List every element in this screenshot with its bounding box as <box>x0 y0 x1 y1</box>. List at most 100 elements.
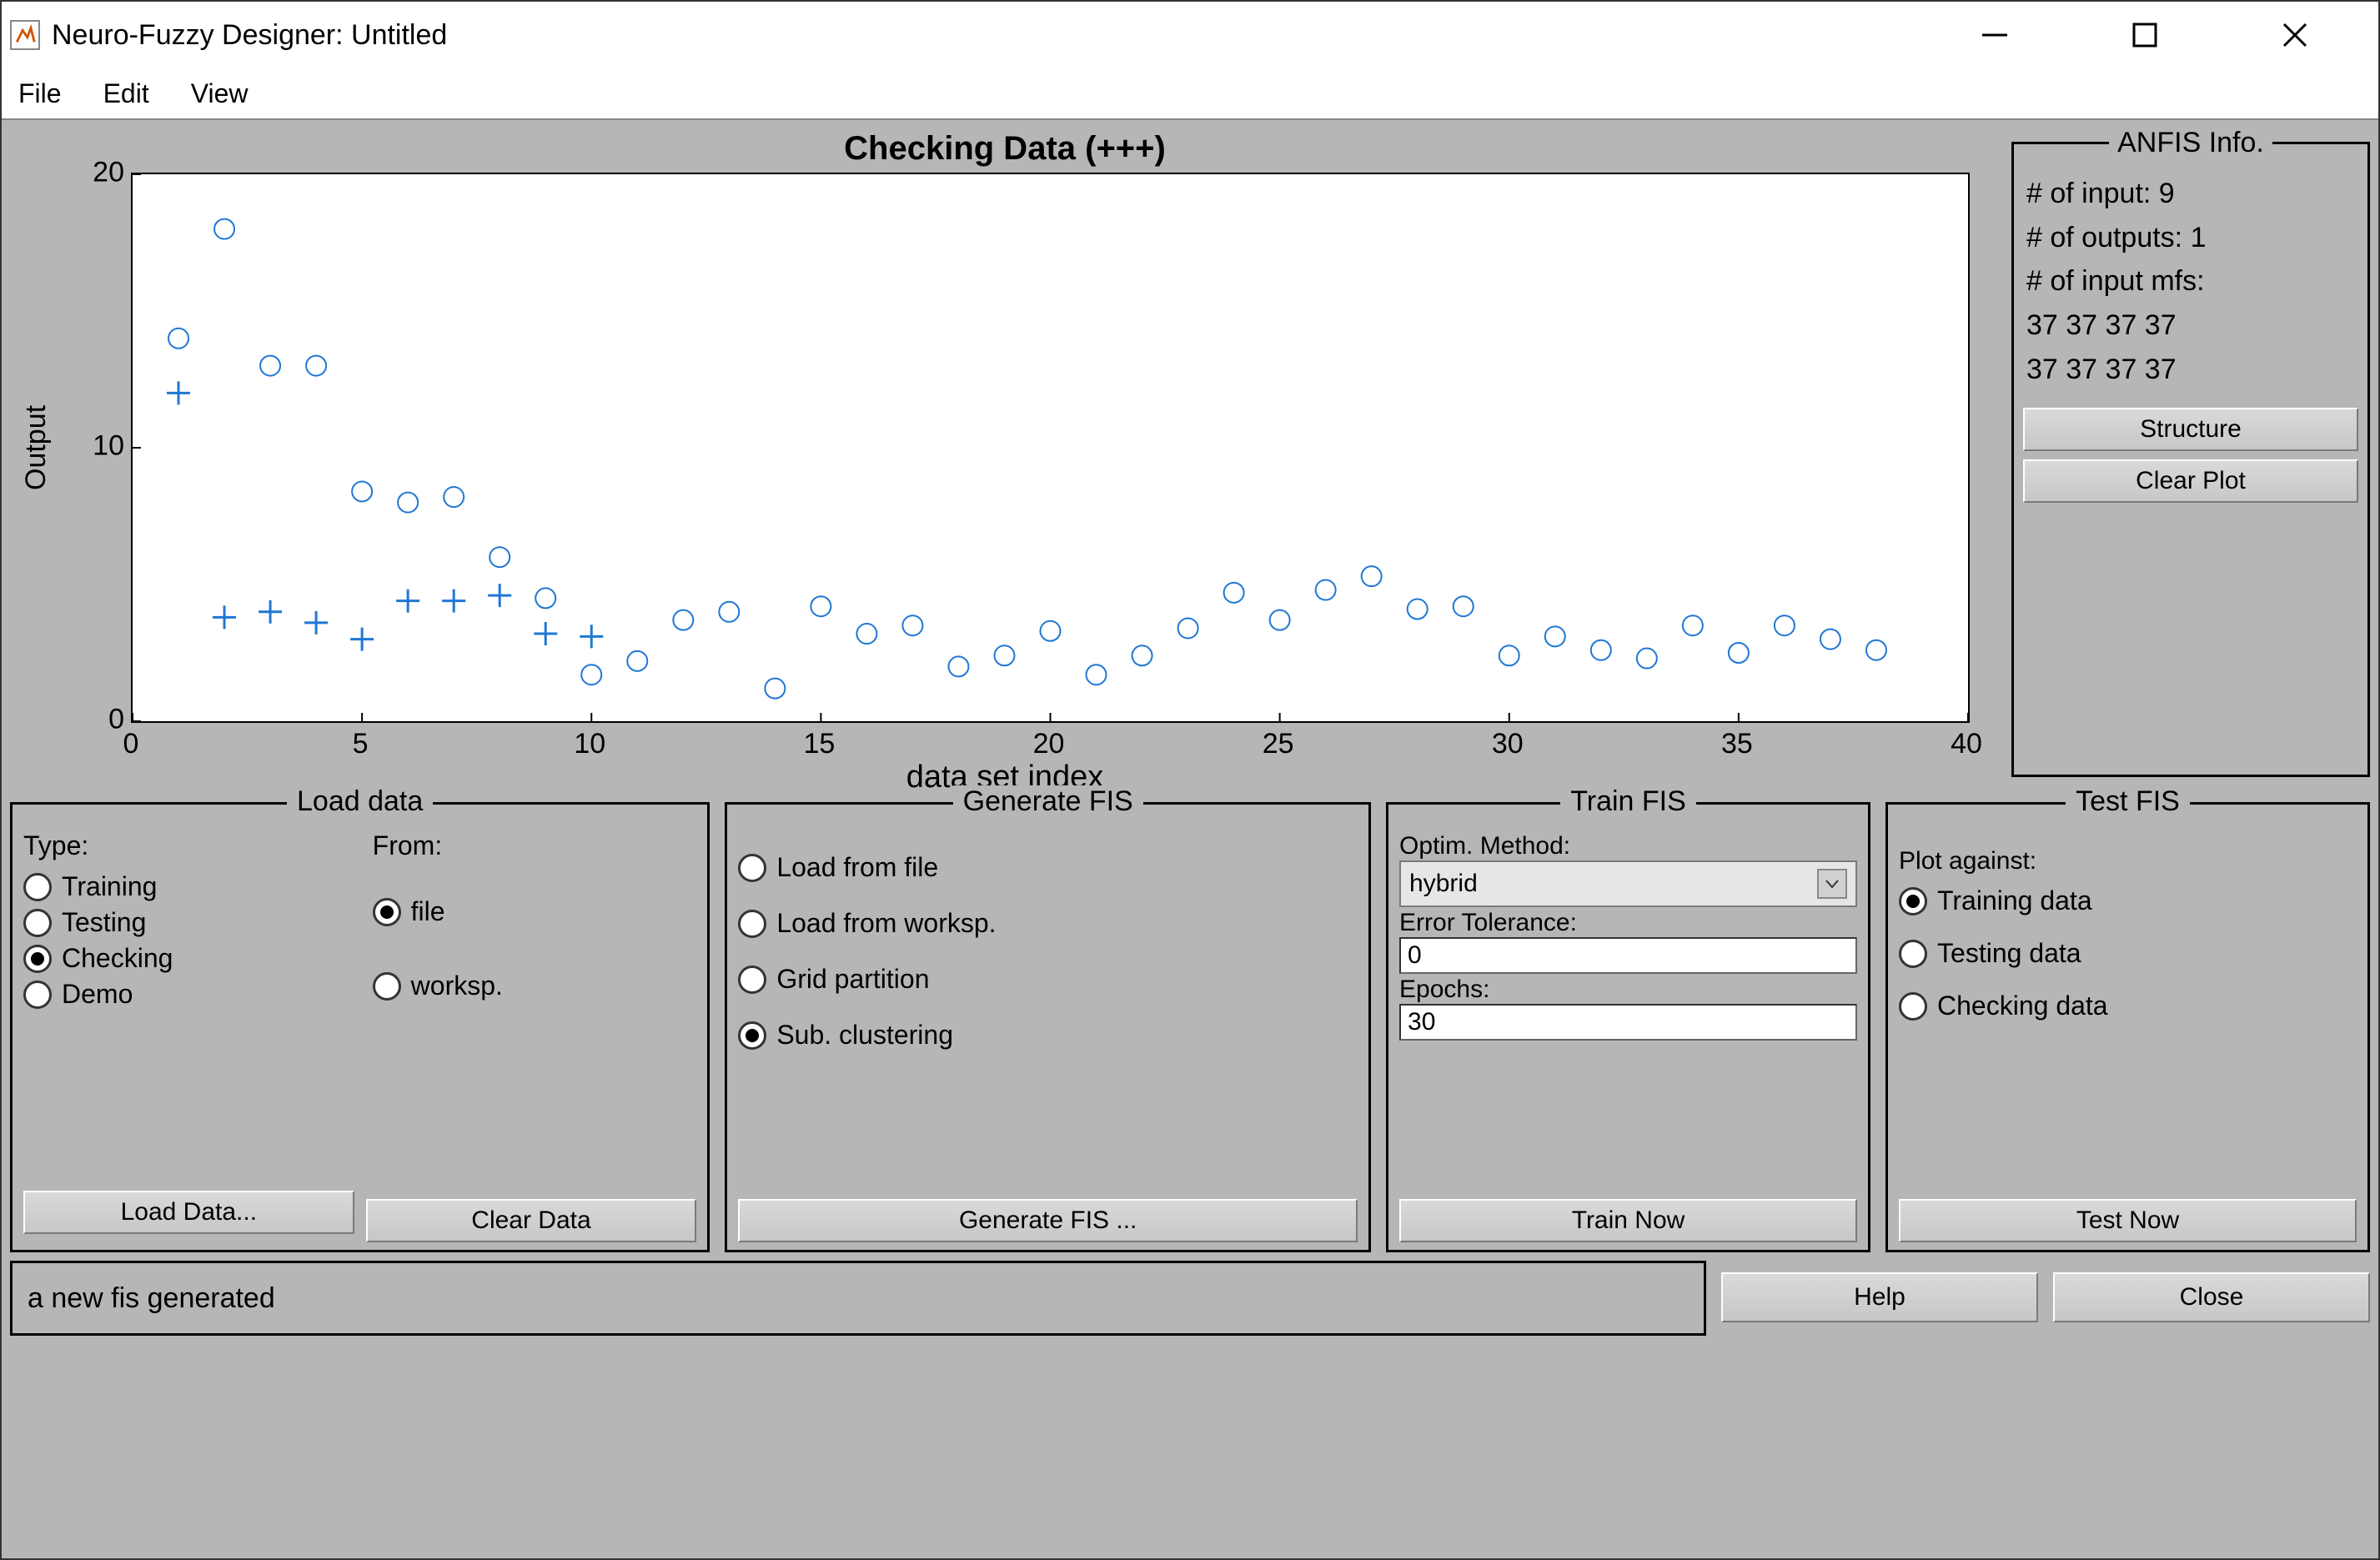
genfis-sub-clustering[interactable]: Sub. clustering <box>738 1020 1358 1051</box>
panels-row: Load data Type: Training Testing Checking D… <box>10 785 2370 1252</box>
menubar: File Edit View <box>2 68 2378 118</box>
optim-method-select[interactable]: hybrid <box>1399 860 1857 907</box>
xtick-label: 35 <box>1721 728 1753 760</box>
chevron-down-icon <box>1817 869 1847 899</box>
radio-label: Load from worksp. <box>776 908 996 939</box>
error-tolerance-input[interactable]: 0 <box>1399 937 1857 974</box>
anfis-info-panel: ANFIS Info. # of input: 9 # of outputs: … <box>2011 127 2370 777</box>
load-type-demo[interactable]: Demo <box>23 979 348 1010</box>
load-data-legend: Load data <box>10 785 710 818</box>
xtick-label: 40 <box>1951 728 1982 760</box>
xtick-label: 10 <box>574 728 605 760</box>
radio-label: Grid partition <box>776 964 929 995</box>
xtick-label: 0 <box>123 728 139 760</box>
radio-label: file <box>411 896 445 927</box>
radio-label: Training <box>62 871 157 902</box>
radio-icon <box>23 909 52 937</box>
test-now-button[interactable]: Test Now <box>1899 1199 2357 1242</box>
x-ticks: 0510152025303540 <box>131 723 1970 760</box>
plot-against-label: Plot against: <box>1899 847 2357 875</box>
train-now-button[interactable]: Train Now <box>1399 1199 1857 1242</box>
window-controls <box>1970 10 2370 60</box>
radio-label: worksp. <box>411 971 503 1001</box>
xtick-label: 15 <box>803 728 835 760</box>
radio-label: Demo <box>62 979 133 1010</box>
radio-icon <box>1899 887 1927 915</box>
generate-fis-button[interactable]: Generate FIS ... <box>738 1199 1358 1242</box>
load-data-button[interactable]: Load Data... <box>23 1191 354 1234</box>
radio-label: Load from file <box>776 852 938 883</box>
radio-icon <box>1899 940 1927 968</box>
menu-view[interactable]: View <box>191 78 249 109</box>
matlab-icon <box>10 20 40 50</box>
type-label: Type: <box>23 830 348 861</box>
structure-button[interactable]: Structure <box>2023 408 2358 451</box>
close-dialog-button[interactable]: Close <box>2053 1272 2370 1322</box>
load-data-panel: Load data Type: Training Testing Checking D… <box>10 785 710 1252</box>
close-button[interactable] <box>2270 10 2320 60</box>
radio-label: Checking data <box>1937 991 2108 1021</box>
content-area: Checking Data (+++) Output 01020 0510152… <box>2 118 2378 1558</box>
y-ticks: 01020 <box>56 173 131 723</box>
menu-edit[interactable]: Edit <box>103 78 149 109</box>
load-from-file[interactable]: file <box>373 896 697 927</box>
radio-icon <box>738 1021 766 1050</box>
load-type-checking[interactable]: Checking <box>23 943 348 974</box>
clear-plot-button[interactable]: Clear Plot <box>2023 459 2358 503</box>
radio-icon <box>23 945 52 973</box>
plot-svg <box>133 174 1968 721</box>
xtick-label: 20 <box>1033 728 1065 760</box>
help-button[interactable]: Help <box>1721 1272 2038 1322</box>
ytick-label: 0 <box>108 704 124 736</box>
y-axis-label: Output <box>17 173 56 723</box>
genfis-load-from-file[interactable]: Load from file <box>738 852 1358 883</box>
epochs-input[interactable]: 30 <box>1399 1004 1857 1041</box>
load-data-type-col: Type: Training Testing Checking Demo <box>23 830 348 1191</box>
radio-icon <box>738 854 766 882</box>
ytick-label: 20 <box>93 157 124 189</box>
testfis-checking-data[interactable]: Checking data <box>1899 991 2357 1021</box>
plot-area <box>131 173 1970 723</box>
radio-label: Testing <box>62 907 146 938</box>
genfis-load-from-worksp-[interactable]: Load from worksp. <box>738 908 1358 939</box>
anfis-legend: ANFIS Info. <box>2011 127 2370 159</box>
testfis-testing-data[interactable]: Testing data <box>1899 938 2357 969</box>
radio-label: Sub. clustering <box>776 1020 953 1051</box>
plot-outer: Output 01020 0510152025303540 <box>17 173 1993 723</box>
maximize-button[interactable] <box>2120 10 2170 60</box>
radio-icon <box>738 910 766 938</box>
radio-icon <box>373 898 401 926</box>
from-label: From: <box>373 830 697 861</box>
epochs-label: Epochs: <box>1399 976 1857 1004</box>
minimize-button[interactable] <box>1970 10 2020 60</box>
titlebar: Neuro-Fuzzy Designer: Untitled <box>2 2 2378 68</box>
train-fis-panel: Train FIS Optim. Method: hybrid Error To… <box>1386 785 1870 1252</box>
bottom-row: a new fis generated Help Close <box>10 1261 2370 1336</box>
anfis-info-text: # of input: 9 # of outputs: 1 # of input… <box>2026 172 2355 391</box>
xtick-label: 25 <box>1263 728 1294 760</box>
top-row: Checking Data (+++) Output 01020 0510152… <box>10 127 2370 777</box>
radio-label: Testing data <box>1937 938 2081 969</box>
genfis-grid-partition[interactable]: Grid partition <box>738 964 1358 995</box>
load-type-testing[interactable]: Testing <box>23 907 348 938</box>
app-window: Neuro-Fuzzy Designer: Untitled File Edit… <box>0 0 2380 1560</box>
menu-file[interactable]: File <box>18 78 62 109</box>
radio-icon <box>373 972 401 1001</box>
test-fis-panel: Test FIS Plot against: Training data Test… <box>1885 785 2370 1252</box>
status-message: a new fis generated <box>10 1261 1706 1336</box>
xtick-label: 30 <box>1492 728 1524 760</box>
train-fis-legend: Train FIS <box>1386 785 1870 818</box>
generate-fis-panel: Generate FIS Load from fileLoad from wor… <box>725 785 1371 1252</box>
radio-icon <box>23 981 52 1009</box>
load-type-training[interactable]: Training <box>23 871 348 902</box>
radio-icon <box>1899 992 1927 1021</box>
optim-method-label: Optim. Method: <box>1399 832 1857 860</box>
plot-panel: Checking Data (+++) Output 01020 0510152… <box>10 127 2000 777</box>
clear-data-button[interactable]: Clear Data <box>366 1199 697 1242</box>
testfis-training-data[interactable]: Training data <box>1899 885 2357 916</box>
window-title: Neuro-Fuzzy Designer: Untitled <box>52 19 447 52</box>
test-fis-legend: Test FIS <box>1885 785 2370 818</box>
plot-title: Checking Data (+++) <box>17 130 1993 168</box>
load-from-worksp-[interactable]: worksp. <box>373 971 697 1001</box>
optim-method-value: hybrid <box>1409 870 1478 898</box>
